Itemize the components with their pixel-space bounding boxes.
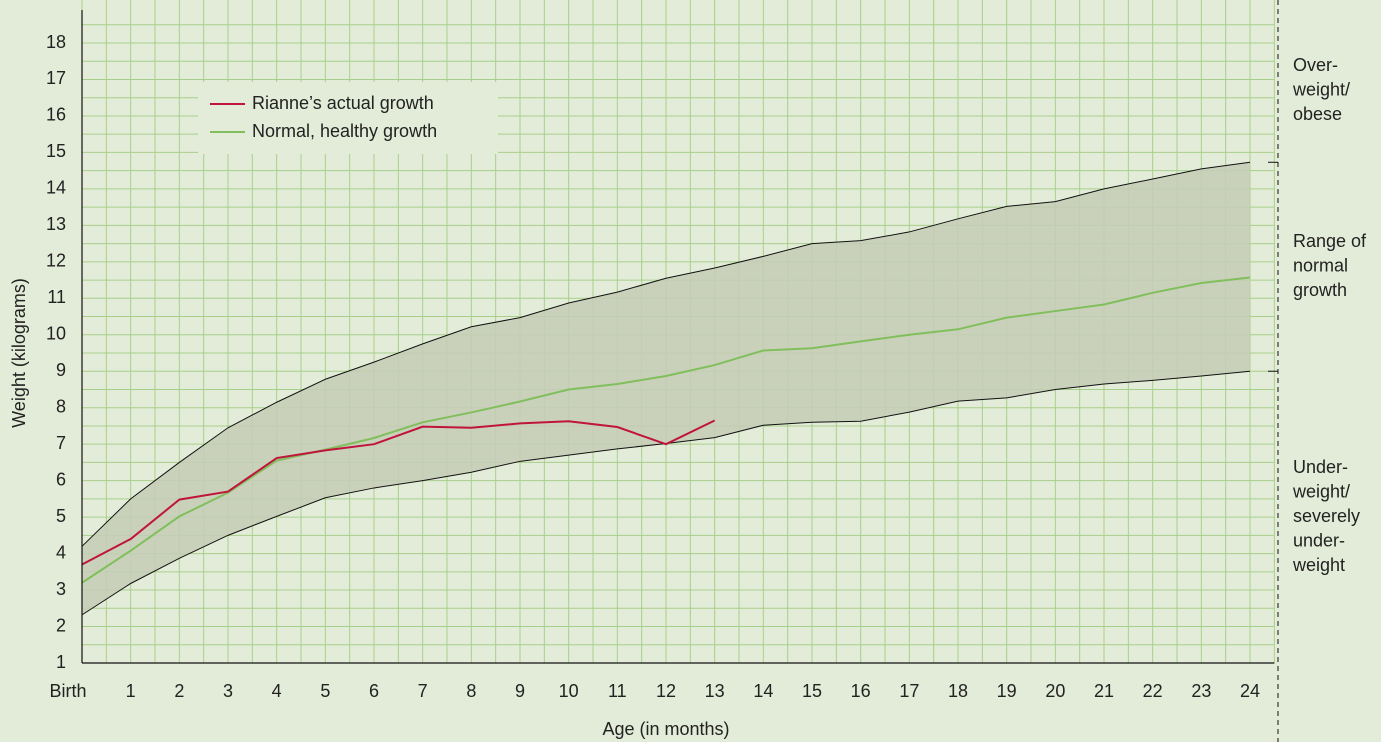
y-tick-label: 4 [56, 542, 66, 562]
zone-label: Range of [1293, 231, 1367, 251]
x-tick-label: 13 [705, 681, 725, 701]
y-tick-label: 18 [46, 32, 66, 52]
x-tick-label: 18 [948, 681, 968, 701]
x-tick-label: 4 [272, 681, 282, 701]
series-line [81, 276, 1251, 584]
y-tick-label: 9 [56, 360, 66, 380]
x-tick-label: 11 [608, 681, 627, 701]
x-tick-label: 23 [1191, 681, 1211, 701]
legend-label: Rianne’s actual growth [252, 93, 434, 113]
zone-label: weight [1292, 555, 1345, 575]
normal-range-band [82, 162, 1251, 615]
y-tick-label: 6 [56, 469, 66, 489]
x-tick-label: 5 [320, 681, 330, 701]
zone-label: obese [1293, 104, 1342, 124]
zone-label: weight/ [1292, 79, 1350, 99]
x-tick-label: 2 [174, 681, 184, 701]
y-tick-label: 12 [46, 251, 66, 271]
zone-label: Over- [1293, 55, 1338, 75]
x-tick-label: Birth [49, 681, 86, 701]
y-tick-label: 16 [46, 105, 66, 125]
y-tick-label: 5 [56, 506, 66, 526]
zone-label: under- [1293, 530, 1345, 550]
y-tick-label: 15 [46, 141, 66, 161]
zone-label: severely [1293, 506, 1360, 526]
y-tick-label: 17 [46, 68, 66, 88]
band-edge [81, 161, 1251, 547]
y-tick-label: 14 [46, 178, 66, 198]
x-tick-label: 17 [899, 681, 919, 701]
x-tick-label: 6 [369, 681, 379, 701]
x-tick-label: 15 [802, 681, 822, 701]
x-tick-label: 19 [997, 681, 1017, 701]
y-tick-label: 11 [47, 287, 66, 307]
y-tick-label: 1 [56, 652, 66, 672]
x-tick-label: 7 [418, 681, 428, 701]
y-tick-label: 13 [46, 214, 66, 234]
x-tick-label: 14 [753, 681, 773, 701]
x-tick-label: 12 [656, 681, 676, 701]
zone-label: Under- [1293, 457, 1348, 477]
legend-label: Normal, healthy growth [252, 121, 437, 141]
x-tick-label: 9 [515, 681, 525, 701]
x-tick-label: 24 [1240, 681, 1260, 701]
y-tick-label: 8 [56, 396, 66, 416]
x-tick-label: 16 [851, 681, 871, 701]
x-tick-label: 3 [223, 681, 233, 701]
series-line [81, 419, 716, 566]
x-tick-label: 8 [466, 681, 476, 701]
y-axis-label: Weight (kilograms) [9, 278, 29, 428]
x-tick-label: 21 [1094, 681, 1114, 701]
y-tick-label: 10 [46, 324, 66, 344]
x-tick-label: 22 [1143, 681, 1163, 701]
legend-box [198, 82, 498, 154]
zone-label: growth [1293, 280, 1347, 300]
y-tick-label: 7 [56, 433, 66, 453]
x-tick-label: 10 [559, 681, 579, 701]
y-tick-label: 2 [56, 615, 66, 635]
x-axis-label: Age (in months) [602, 719, 729, 739]
y-tick-label: 3 [56, 579, 66, 599]
zone-label: weight/ [1292, 481, 1350, 501]
zone-label: normal [1293, 256, 1348, 276]
x-tick-label: 1 [126, 681, 136, 701]
x-tick-label: 20 [1045, 681, 1065, 701]
